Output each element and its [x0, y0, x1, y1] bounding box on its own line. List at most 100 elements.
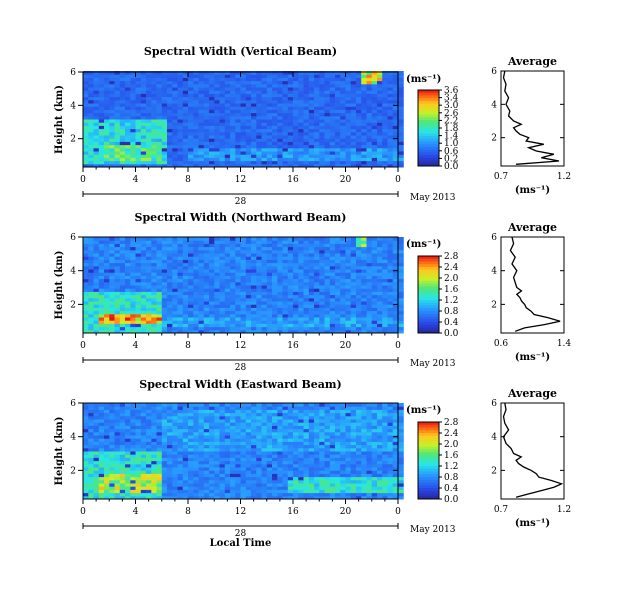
heatmap-cell: [245, 310, 252, 315]
heatmap-cell: [125, 454, 131, 458]
heatmap-cell: [172, 294, 179, 299]
heatmap-cell: [387, 444, 394, 449]
heatmap-cell: [177, 77, 184, 82]
heatmap-cell: [377, 160, 383, 165]
heatmap-cell: [261, 115, 268, 120]
heatmap-cell: [161, 77, 168, 82]
heatmap-cell: [272, 112, 278, 117]
heatmap-cell: [240, 320, 247, 324]
heatmap-cell: [119, 329, 126, 334]
heatmap-cell: [93, 489, 100, 494]
heatmap-cell: [335, 301, 341, 305]
heatmap-cell: [93, 115, 100, 120]
heatmap-cell: [93, 320, 100, 324]
heatmap-cell: [298, 492, 305, 497]
heatmap-cell: [392, 265, 399, 270]
heatmap-cell: [198, 128, 205, 133]
heatmap-cell: [140, 96, 147, 101]
heatmap-cell: [308, 259, 315, 264]
heatmap-cell: [256, 476, 263, 481]
heatmap-cell: [398, 163, 404, 168]
heatmap-cell: [277, 294, 284, 299]
heatmap-cell: [287, 323, 294, 328]
heatmap-cell: [93, 495, 100, 500]
heatmap-cell: [198, 157, 205, 162]
heatmap-cell: [93, 460, 100, 465]
heatmap-cell: [219, 249, 226, 254]
heatmap-cell: [398, 457, 404, 462]
heatmap-cell: [356, 109, 362, 114]
heatmap-cell: [130, 294, 137, 299]
heatmap-cell: [188, 460, 194, 465]
heatmap-cell: [140, 135, 147, 139]
heatmap-cell: [219, 122, 226, 126]
heatmap-cell: [345, 240, 352, 244]
heatmap-cell: [235, 147, 242, 152]
heatmap-cell: [266, 144, 273, 149]
heatmap-cell: [140, 93, 147, 98]
heatmap-cell: [392, 154, 399, 158]
heatmap-cell: [287, 454, 294, 458]
heatmap-cell: [277, 74, 284, 78]
heatmap-cell: [303, 154, 310, 158]
heatmap-cell: [182, 444, 189, 449]
heatmap-cell: [277, 476, 284, 481]
heatmap-cell: [140, 90, 147, 94]
heatmap-cell: [125, 262, 131, 267]
heatmap-cell: [98, 479, 105, 484]
heatmap-cell: [361, 479, 367, 484]
heatmap-cell: [245, 479, 252, 484]
heatmap-cell: [135, 144, 142, 149]
heatmap-cell: [130, 441, 137, 446]
heatmap-cell: [266, 256, 273, 260]
heatmap-cell: [245, 122, 252, 126]
heatmap-cell: [188, 74, 194, 78]
heatmap-cell: [366, 96, 373, 101]
heatmap-cell: [293, 457, 299, 462]
heatmap-cell: [98, 256, 105, 260]
heatmap-cell: [356, 77, 362, 82]
heatmap-cell: [314, 256, 320, 260]
heatmap-cell: [125, 240, 131, 244]
heatmap-cell: [167, 310, 173, 315]
colorbar-tick-label: 3.0: [444, 101, 459, 111]
heatmap-cell: [119, 304, 126, 308]
heatmap-cell: [151, 291, 158, 296]
heatmap-cell: [266, 112, 273, 117]
heatmap-cell: [277, 460, 284, 465]
heatmap-cell: [240, 447, 247, 452]
heatmap-cell: [104, 326, 110, 331]
heatmap-cell: [125, 83, 131, 88]
heatmap-cell: [83, 269, 89, 273]
heatmap-cell: [282, 320, 289, 324]
heatmap-cell: [356, 486, 362, 490]
heatmap-cell: [261, 253, 268, 257]
heatmap-cell: [335, 151, 341, 155]
heatmap-cell: [319, 473, 326, 478]
heatmap-cell: [340, 326, 346, 331]
heatmap-cell: [161, 243, 168, 248]
heatmap-cell: [104, 71, 110, 75]
heatmap-cell: [230, 317, 236, 321]
heatmap-cell: [314, 275, 320, 280]
heatmap-cell: [329, 285, 336, 289]
heatmap-cell: [387, 249, 394, 254]
heatmap-cell: [146, 237, 152, 241]
heatmap-cell: [251, 447, 257, 452]
heatmap-cell: [314, 447, 320, 452]
heatmap-cell: [382, 80, 388, 85]
heatmap-cell: [156, 294, 163, 299]
heatmap-cell: [277, 93, 284, 98]
heatmap-cell: [198, 441, 205, 446]
heatmap-cell: [272, 444, 278, 449]
heatmap-cell: [125, 492, 131, 497]
heatmap-cell: [282, 125, 289, 130]
heatmap-cell: [251, 103, 257, 107]
heatmap-cell: [251, 109, 257, 114]
heatmap-cell: [93, 291, 100, 296]
heatmap-cell: [377, 259, 383, 264]
heatmap-cell: [114, 285, 121, 289]
heatmap-cell: [240, 128, 247, 133]
heatmap-cell: [366, 119, 373, 123]
heatmap-cell: [182, 243, 189, 248]
